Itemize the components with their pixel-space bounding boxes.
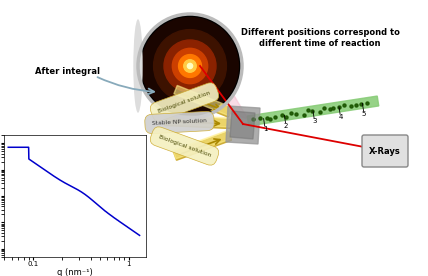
FancyBboxPatch shape xyxy=(362,135,408,167)
Ellipse shape xyxy=(133,19,143,113)
Circle shape xyxy=(178,55,202,78)
Polygon shape xyxy=(165,115,230,127)
Circle shape xyxy=(187,63,193,69)
Text: Stable NP solution: Stable NP solution xyxy=(152,119,207,126)
Polygon shape xyxy=(230,111,255,139)
Text: 3: 3 xyxy=(312,118,317,124)
Circle shape xyxy=(138,14,242,118)
X-axis label: q (nm⁻¹): q (nm⁻¹) xyxy=(57,268,93,276)
Text: 1: 1 xyxy=(263,126,268,132)
Polygon shape xyxy=(173,132,232,160)
Text: After integral: After integral xyxy=(36,67,101,76)
Polygon shape xyxy=(165,116,230,129)
Text: Biological solution: Biological solution xyxy=(158,90,211,114)
Polygon shape xyxy=(174,86,232,116)
Polygon shape xyxy=(173,87,232,117)
Circle shape xyxy=(164,40,216,92)
Polygon shape xyxy=(195,30,248,119)
Text: X-Rays: X-Rays xyxy=(369,147,401,155)
Text: 4: 4 xyxy=(339,114,343,120)
Text: 2: 2 xyxy=(284,123,288,129)
Polygon shape xyxy=(173,130,231,159)
Circle shape xyxy=(142,18,238,114)
Circle shape xyxy=(172,48,208,84)
Circle shape xyxy=(154,30,226,102)
Polygon shape xyxy=(226,106,260,144)
Text: 5: 5 xyxy=(362,111,366,117)
Circle shape xyxy=(184,60,196,72)
Text: Biological solution: Biological solution xyxy=(158,134,211,158)
Polygon shape xyxy=(247,96,379,126)
Text: Different positions correspond to
different time of reaction: Different positions correspond to differ… xyxy=(241,28,399,48)
